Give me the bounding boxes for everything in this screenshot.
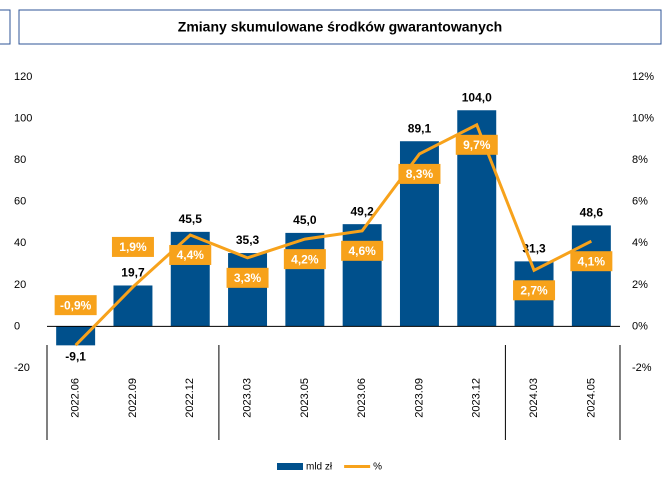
line-label: 4,2% xyxy=(291,252,319,266)
x-tick-label: 2024.05 xyxy=(585,378,597,418)
x-tick-label: 2023.09 xyxy=(413,378,425,418)
bar-label: 45,5 xyxy=(179,212,203,226)
bar xyxy=(228,253,268,327)
y2-tick-label: 4% xyxy=(632,237,648,249)
x-tick-label: 2024.03 xyxy=(528,378,540,418)
x-tick-label: 2022.09 xyxy=(127,378,139,418)
line-label-box xyxy=(111,236,154,257)
line-label-box xyxy=(226,267,269,288)
line-label-box xyxy=(455,134,498,155)
y2-tick-label: 6% xyxy=(632,196,648,208)
line-label-box xyxy=(283,249,326,270)
bar-label: 45,0 xyxy=(293,213,317,227)
bar-label: 35,3 xyxy=(236,233,260,247)
x-tick-label: 2023.03 xyxy=(241,378,253,418)
line-label: 4,4% xyxy=(177,248,205,262)
x-tick-label: 2023.06 xyxy=(356,378,368,418)
bar xyxy=(113,285,153,327)
y2-tick-label: 2% xyxy=(632,279,648,291)
y2-tick-label: 10% xyxy=(632,112,654,124)
line-label: 9,7% xyxy=(463,138,491,152)
bar xyxy=(342,224,382,327)
line-label-box xyxy=(570,251,613,272)
legend-label: % xyxy=(373,462,382,473)
bar xyxy=(571,225,611,327)
y2-tick-label: 8% xyxy=(632,154,648,166)
y-tick-label: -20 xyxy=(14,362,30,374)
line-label: 1,9% xyxy=(119,240,147,254)
y2-tick-label: 12% xyxy=(632,71,654,83)
line xyxy=(74,122,593,347)
bar-label: 89,1 xyxy=(408,121,432,135)
x-tick-label: 2023.12 xyxy=(471,378,483,418)
bar-label: 48,6 xyxy=(580,206,604,220)
title-box xyxy=(18,9,662,45)
line-label-box xyxy=(513,280,556,301)
y-tick-label: 60 xyxy=(14,196,26,208)
line-label: -0,9% xyxy=(60,298,92,312)
y-tick-label: 20 xyxy=(14,279,26,291)
line-label: 4,1% xyxy=(578,254,606,268)
y-tick-label: 100 xyxy=(14,112,32,124)
line-label-box xyxy=(169,244,212,265)
y-tick-label: 0 xyxy=(14,320,20,332)
x-tick-label: 2023.05 xyxy=(299,378,311,418)
bar-label: 49,2 xyxy=(350,204,374,218)
frame xyxy=(0,9,11,45)
legend-label: mld zł xyxy=(306,462,333,473)
bar-label: -9,1 xyxy=(65,350,86,364)
line-label-box xyxy=(54,295,97,316)
x-tick-label: 2022.06 xyxy=(70,378,82,418)
y-tick-label: 40 xyxy=(14,237,26,249)
chart-title: Zmiany skumulowane środków gwarantowanyc… xyxy=(178,19,502,35)
bar xyxy=(285,232,325,327)
line-label: 8,3% xyxy=(406,167,434,181)
y-tick-label: 120 xyxy=(14,71,32,83)
line-label: 4,6% xyxy=(348,244,376,258)
y2-tick-label: 0% xyxy=(632,320,648,332)
line-label: 2,7% xyxy=(520,283,548,297)
y2-tick-label: -2% xyxy=(632,362,652,374)
bar-label: 19,7 xyxy=(121,266,145,280)
x-tick-label: 2022.12 xyxy=(184,378,196,418)
line-label: 3,3% xyxy=(234,271,262,285)
line-label-box xyxy=(341,240,384,261)
bar-label: 104,0 xyxy=(462,90,492,104)
line-label-box xyxy=(398,163,441,184)
legend-swatch xyxy=(277,463,303,470)
y-tick-label: 80 xyxy=(14,154,26,166)
bar xyxy=(56,326,96,346)
